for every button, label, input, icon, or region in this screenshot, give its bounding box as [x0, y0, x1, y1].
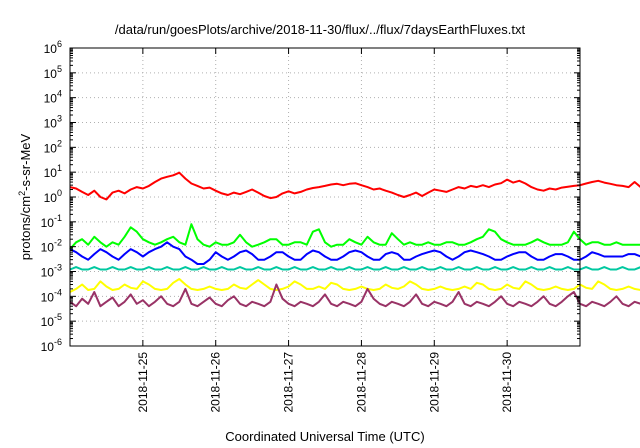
- y-tick-label: 10-1: [41, 213, 62, 230]
- y-tick-label: 103: [44, 114, 62, 131]
- y-tick-base: 10: [44, 117, 58, 131]
- y-tick-label: 101: [44, 163, 62, 180]
- grid: [70, 48, 580, 346]
- y-tick-label: 104: [44, 89, 62, 106]
- y-tick-label: 10-5: [41, 312, 62, 329]
- y-tick-exponent: 6: [57, 39, 62, 49]
- y-axis-label: protons/cm2-s-sr-MeV: [17, 133, 33, 260]
- y-tick-label: 105: [44, 64, 62, 81]
- y-tick-base: 10: [41, 266, 55, 280]
- y-tick-exponent: -6: [54, 337, 62, 347]
- series-line: [69, 283, 640, 308]
- y-tick-base: 10: [41, 216, 55, 230]
- y-tick-exponent: 5: [57, 64, 62, 74]
- y-tick-label: 106: [44, 39, 62, 56]
- y-tick-exponent: -2: [54, 238, 62, 248]
- series-line: [69, 171, 640, 201]
- x-tick-label: 2018-11-28: [354, 352, 368, 413]
- x-axis-tick-labels: 2018-11-25 2018-11-26 2018-11-27 2018-11-28…: [136, 352, 514, 413]
- x-tick-label: 2018-11-27: [282, 352, 296, 413]
- y-tick-exponent: 2: [57, 138, 62, 148]
- x-tick-label: 2018-11-29: [427, 352, 441, 413]
- chart-title: /data/run/goesPlots/archive/2018-11-30/f…: [115, 22, 526, 37]
- y-tick-base: 10: [44, 141, 58, 155]
- x-tick-label: 2018-11-25: [136, 352, 150, 413]
- x-tick-label: 2018-11-30: [500, 352, 514, 413]
- y-tick-base: 10: [41, 241, 55, 255]
- series-group: [69, 171, 640, 308]
- y-tick-base: 10: [44, 166, 58, 180]
- series-line: [69, 223, 640, 250]
- y-tick-base: 10: [41, 290, 55, 304]
- y-tick-exponent: -1: [54, 213, 62, 223]
- y-tick-exponent: 4: [57, 89, 62, 99]
- y-tick-base: 10: [44, 67, 58, 81]
- y-tick-base: 10: [44, 191, 58, 205]
- y-tick-base: 10: [44, 92, 58, 106]
- x-tick-label: 2018-11-26: [209, 352, 223, 413]
- series-line: [69, 266, 640, 271]
- y-tick-label: 100: [44, 188, 62, 205]
- axis-ticks: [70, 47, 580, 347]
- y-tick-label: 102: [44, 138, 62, 155]
- y-tick-label: 10-4: [41, 287, 62, 304]
- y-tick-exponent: -4: [54, 287, 62, 297]
- y-tick-label: 10-6: [41, 337, 62, 354]
- y-tick-exponent: -3: [54, 263, 62, 273]
- y-axis-label-sup: 2: [17, 191, 27, 196]
- series-line: [69, 241, 640, 265]
- y-axis-label-part1: protons/cm: [18, 196, 33, 260]
- y-tick-base: 10: [44, 42, 58, 56]
- y-axis-label-part2: -s-sr-MeV: [18, 133, 33, 190]
- y-axis-tick-labels: 10-610-510-410-310-210-11001011021031041…: [41, 39, 62, 354]
- y-tick-exponent: 3: [57, 114, 62, 124]
- x-axis-label: Coordinated Universal Time (UTC): [225, 429, 424, 444]
- y-tick-exponent: -5: [54, 312, 62, 322]
- y-tick-label: 10-3: [41, 263, 62, 280]
- y-tick-base: 10: [41, 340, 55, 354]
- y-tick-exponent: 0: [57, 188, 62, 198]
- y-tick-base: 10: [41, 315, 55, 329]
- y-tick-exponent: 1: [57, 163, 62, 173]
- y-tick-label: 10-2: [41, 238, 62, 255]
